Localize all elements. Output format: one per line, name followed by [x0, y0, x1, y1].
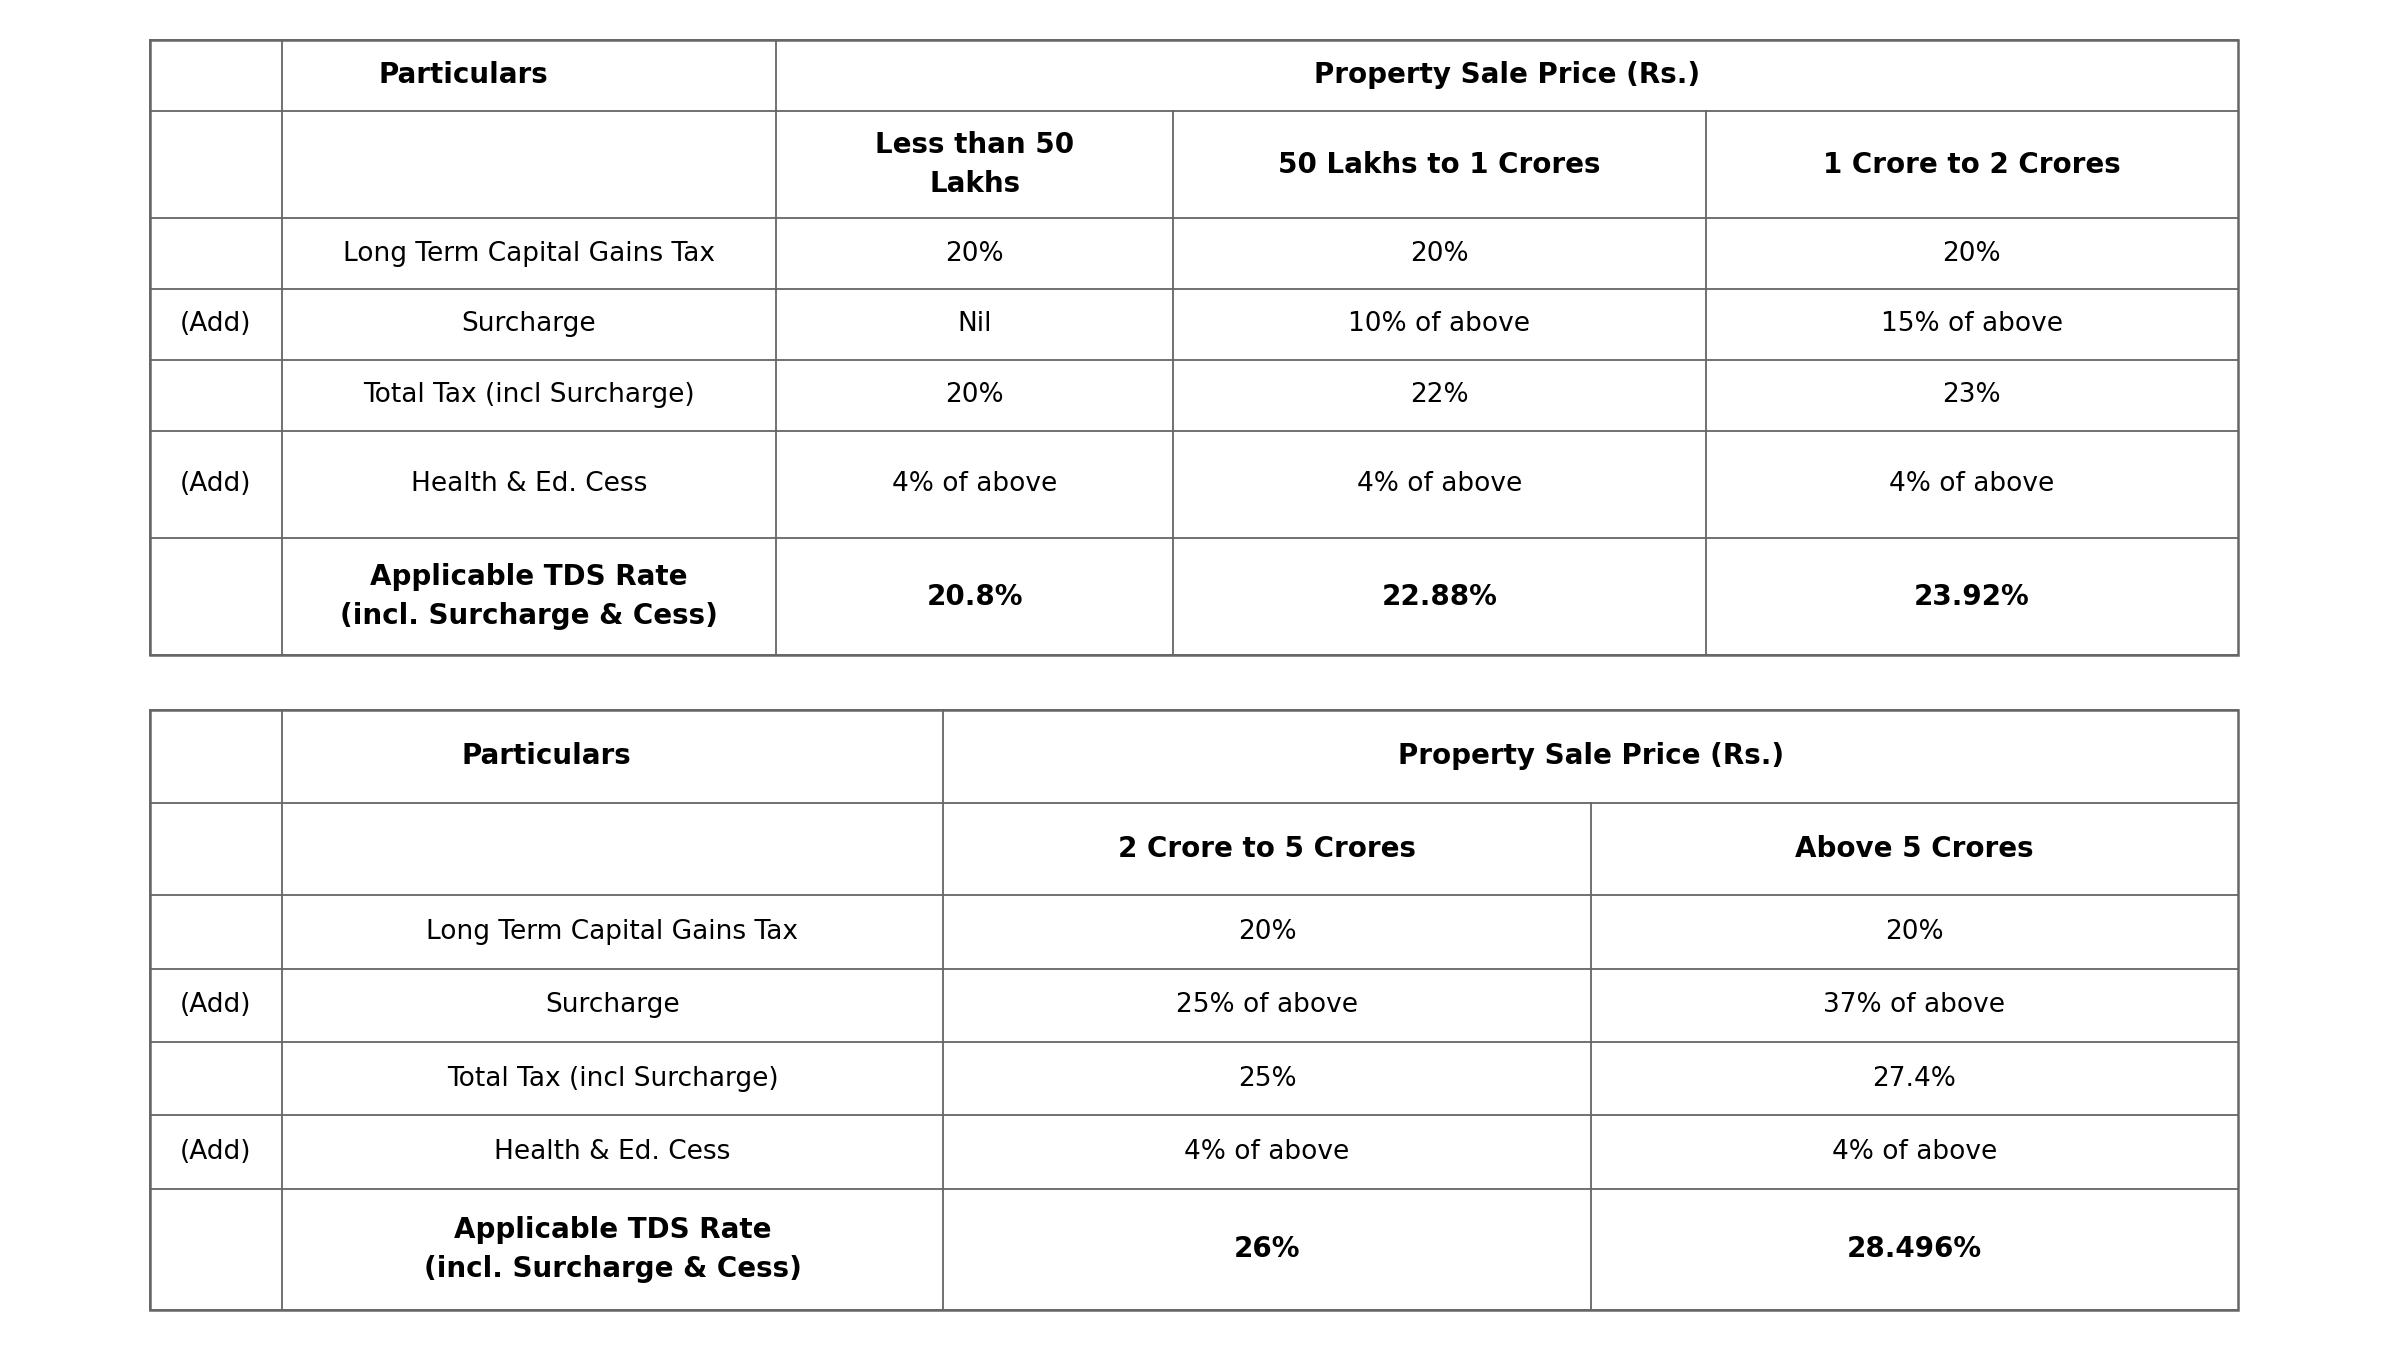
Text: Applicable TDS Rate
(incl. Surcharge & Cess): Applicable TDS Rate (incl. Surcharge & C… — [339, 563, 719, 630]
Text: Health & Ed. Cess: Health & Ed. Cess — [494, 1140, 731, 1166]
Text: Health & Ed. Cess: Health & Ed. Cess — [411, 472, 647, 498]
Text: 20%: 20% — [1409, 241, 1469, 267]
Text: 4% of above: 4% of above — [1184, 1140, 1349, 1166]
Text: 20%: 20% — [1941, 241, 2001, 267]
Text: Property Sale Price (Rs.): Property Sale Price (Rs.) — [1397, 743, 1784, 770]
Text: (Add): (Add) — [179, 311, 251, 337]
Text: 25%: 25% — [1237, 1066, 1297, 1092]
Bar — [150, 39, 2238, 656]
Text: 22%: 22% — [1409, 382, 1469, 408]
Text: 4% of above: 4% of above — [1832, 1140, 1996, 1166]
Text: 1 Crore to 2 Crores: 1 Crore to 2 Crores — [1822, 151, 2121, 178]
Text: 20%: 20% — [1237, 919, 1297, 945]
Text: Total Tax (incl Surcharge): Total Tax (incl Surcharge) — [363, 382, 695, 408]
Text: Surcharge: Surcharge — [461, 311, 597, 337]
Text: 37% of above: 37% of above — [1824, 993, 2006, 1019]
Text: 26%: 26% — [1235, 1235, 1301, 1263]
Text: 23%: 23% — [1941, 382, 2001, 408]
Text: 28.496%: 28.496% — [1846, 1235, 1982, 1263]
Text: Above 5 Crores: Above 5 Crores — [1796, 835, 2035, 862]
Text: Applicable TDS Rate
(incl. Surcharge & Cess): Applicable TDS Rate (incl. Surcharge & C… — [423, 1216, 802, 1282]
Text: 27.4%: 27.4% — [1872, 1066, 1956, 1092]
Text: 23.92%: 23.92% — [1913, 582, 2030, 611]
Text: Long Term Capital Gains Tax: Long Term Capital Gains Tax — [344, 241, 714, 267]
Text: Surcharge: Surcharge — [544, 993, 681, 1019]
Bar — [150, 710, 2238, 1310]
Text: Nil: Nil — [958, 311, 991, 337]
Text: (Add): (Add) — [179, 993, 251, 1019]
Text: 4% of above: 4% of above — [893, 472, 1058, 498]
Text: 10% of above: 10% of above — [1349, 311, 1531, 337]
Text: 2 Crore to 5 Crores: 2 Crore to 5 Crores — [1118, 835, 1416, 862]
Text: 4% of above: 4% of above — [1889, 472, 2054, 498]
Text: 20%: 20% — [1884, 919, 1944, 945]
Text: 15% of above: 15% of above — [1882, 311, 2063, 337]
Text: 25% of above: 25% of above — [1175, 993, 1359, 1019]
Text: 20.8%: 20.8% — [927, 582, 1022, 611]
Text: Particulars: Particulars — [461, 743, 630, 770]
Text: Particulars: Particulars — [377, 61, 549, 90]
Text: 20%: 20% — [946, 382, 1003, 408]
Text: 20%: 20% — [946, 241, 1003, 267]
Text: 50 Lakhs to 1 Crores: 50 Lakhs to 1 Crores — [1278, 151, 1600, 178]
Text: Total Tax (incl Surcharge): Total Tax (incl Surcharge) — [447, 1066, 778, 1092]
Text: Less than 50
Lakhs: Less than 50 Lakhs — [874, 131, 1075, 199]
Text: (Add): (Add) — [179, 472, 251, 498]
Text: Property Sale Price (Rs.): Property Sale Price (Rs.) — [1313, 61, 1700, 90]
Text: (Add): (Add) — [179, 1140, 251, 1166]
Text: 22.88%: 22.88% — [1380, 582, 1497, 611]
Text: 4% of above: 4% of above — [1356, 472, 1521, 498]
Text: Long Term Capital Gains Tax: Long Term Capital Gains Tax — [427, 919, 798, 945]
